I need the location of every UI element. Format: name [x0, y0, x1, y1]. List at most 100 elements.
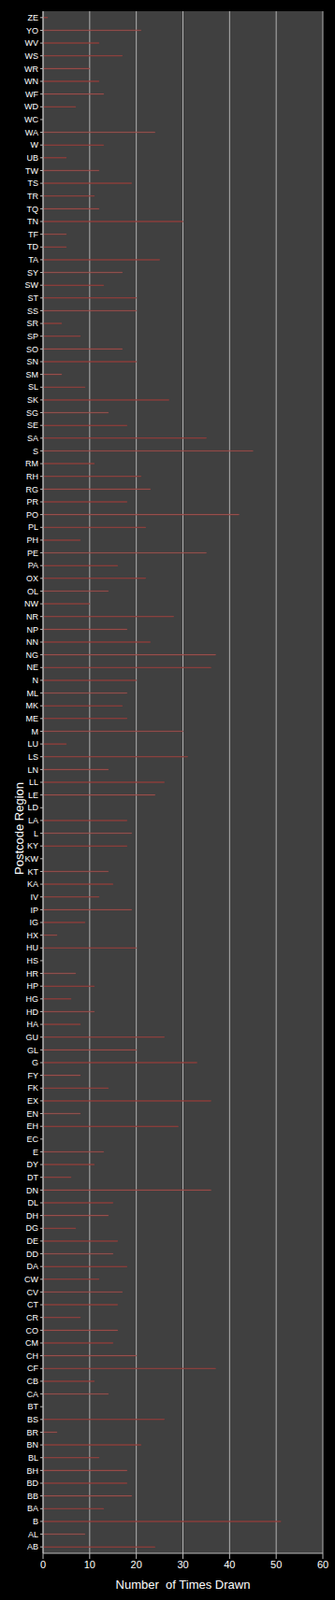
svg-text:IP: IP [29, 906, 39, 917]
svg-text:DH: DH [26, 1212, 39, 1223]
svg-text:CM: CM [25, 1340, 39, 1350]
svg-text:OL: OL [27, 587, 39, 598]
svg-text:20: 20 [131, 1560, 143, 1573]
svg-text:WA: WA [25, 128, 39, 138]
svg-text:BH: BH [26, 1468, 39, 1478]
svg-text:DA: DA [26, 1263, 39, 1273]
svg-text:SM: SM [26, 370, 40, 380]
svg-text:WC: WC [24, 115, 39, 125]
svg-text:HU: HU [26, 944, 39, 954]
svg-text:NG: NG [26, 651, 40, 661]
svg-text:TD: TD [27, 242, 39, 252]
svg-text:BT: BT [27, 1403, 39, 1413]
svg-text:HG: HG [26, 995, 40, 1005]
svg-text:BA: BA [27, 1505, 39, 1515]
svg-text:W: W [30, 140, 40, 150]
svg-text:SE: SE [27, 421, 39, 431]
svg-text:LD: LD [27, 803, 39, 814]
svg-text:ML: ML [26, 689, 39, 700]
svg-text:CO: CO [26, 1327, 40, 1338]
svg-text:CR: CR [26, 1314, 39, 1325]
svg-text:KT: KT [27, 868, 39, 878]
svg-text:KA: KA [27, 880, 39, 890]
svg-text:TA: TA [28, 255, 39, 265]
svg-text:LA: LA [28, 816, 39, 827]
svg-text:NE: NE [26, 663, 39, 673]
svg-text:FY: FY [27, 1072, 39, 1082]
svg-text:AB: AB [27, 1543, 39, 1554]
svg-text:IV: IV [29, 893, 39, 904]
svg-text:CB: CB [26, 1378, 39, 1388]
svg-text:HR: HR [26, 970, 39, 980]
svg-text:SN: SN [26, 357, 39, 367]
svg-text:ME: ME [26, 714, 40, 725]
svg-text:SS: SS [27, 306, 39, 317]
svg-text:BL: BL [28, 1455, 39, 1465]
svg-text:50: 50 [270, 1560, 282, 1573]
svg-text:WF: WF [25, 89, 39, 100]
svg-text:CV: CV [26, 1289, 39, 1299]
svg-text:CW: CW [24, 1276, 39, 1286]
svg-text:NR: NR [26, 612, 39, 623]
svg-text:SO: SO [26, 345, 39, 355]
svg-text:LL: LL [29, 778, 39, 788]
svg-text:NP: NP [26, 626, 39, 636]
svg-text:S: S [32, 447, 39, 457]
svg-text:WN: WN [24, 76, 39, 87]
svg-text:CF: CF [27, 1365, 39, 1375]
svg-text:HD: HD [26, 1008, 39, 1019]
svg-text:TR: TR [27, 191, 39, 202]
svg-text:TQ: TQ [27, 204, 40, 215]
svg-text:L: L [33, 830, 39, 840]
svg-text:IG: IG [29, 918, 39, 929]
svg-text:DT: DT [27, 1174, 39, 1184]
svg-text:RH: RH [26, 472, 39, 482]
svg-text:ST: ST [27, 293, 39, 304]
svg-text:WD: WD [24, 101, 39, 112]
svg-text:LS: LS [28, 753, 39, 763]
svg-text:SP: SP [27, 332, 39, 342]
svg-text:SW: SW [25, 280, 40, 291]
svg-text:FK: FK [27, 1084, 39, 1094]
svg-text:HS: HS [26, 957, 39, 967]
svg-text:TS: TS [27, 178, 39, 189]
svg-text:WS: WS [25, 51, 40, 61]
svg-text:CH: CH [26, 1353, 39, 1363]
svg-text:RM: RM [25, 459, 39, 469]
svg-text:SG: SG [26, 408, 39, 419]
svg-text:N: N [32, 676, 40, 686]
svg-text:10: 10 [84, 1560, 96, 1573]
svg-text:LE: LE [28, 791, 39, 802]
svg-text:BS: BS [27, 1416, 39, 1427]
svg-text:DE: DE [26, 1238, 39, 1248]
svg-text:EN: EN [26, 1110, 39, 1121]
svg-text:HA: HA [26, 1020, 39, 1031]
svg-text:PA: PA [28, 561, 39, 571]
svg-text:HX: HX [26, 932, 39, 942]
svg-text:OX: OX [26, 574, 39, 584]
svg-text:GL: GL [27, 1047, 39, 1057]
svg-text:SL: SL [28, 382, 39, 393]
svg-text:YO: YO [26, 26, 39, 36]
svg-text:LN: LN [27, 766, 39, 776]
svg-text:UB: UB [26, 153, 39, 163]
svg-text:DL: DL [27, 1199, 39, 1209]
svg-text:NW: NW [24, 599, 39, 610]
svg-text:BD: BD [26, 1480, 39, 1490]
svg-text:SR: SR [26, 319, 39, 329]
svg-text:Postcode Region: Postcode Region [12, 783, 27, 876]
svg-text:WV: WV [25, 38, 40, 48]
svg-text:G: G [31, 1059, 39, 1069]
svg-text:BN: BN [26, 1441, 39, 1452]
svg-text:KW: KW [25, 855, 40, 865]
svg-text:RG: RG [26, 485, 40, 496]
svg-text:EH: EH [26, 1122, 39, 1133]
svg-text:LU: LU [27, 740, 39, 750]
svg-text:PR: PR [26, 497, 39, 508]
svg-text:PL: PL [28, 523, 39, 533]
svg-text:PH: PH [26, 536, 39, 546]
svg-text:SY: SY [27, 268, 39, 278]
svg-text:BB: BB [27, 1493, 39, 1503]
svg-text:DN: DN [26, 1187, 39, 1197]
svg-text:AL: AL [28, 1531, 39, 1542]
